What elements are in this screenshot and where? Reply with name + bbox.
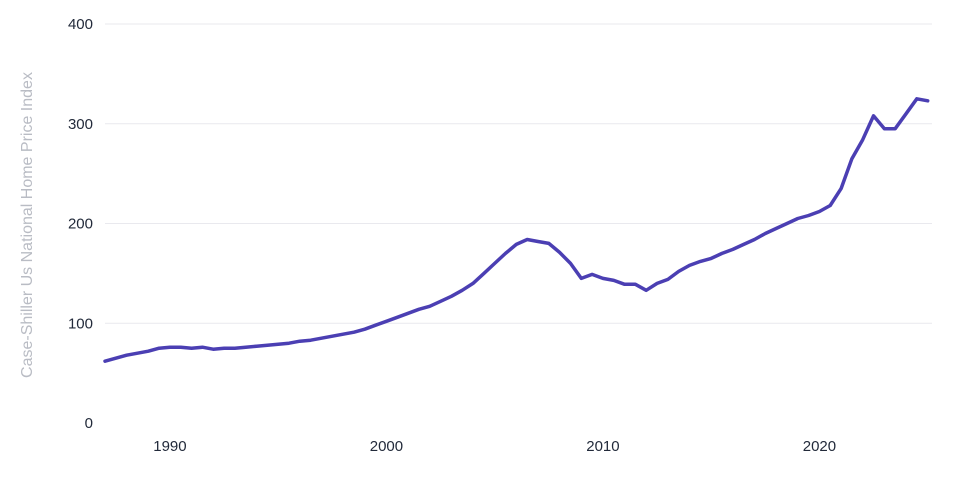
y-tick-label: 200 (68, 216, 93, 233)
x-tick-label: 2020 (803, 438, 836, 455)
y-tick-label: 100 (68, 315, 93, 332)
y-tick-label: 0 (85, 415, 93, 432)
x-tick-label: 1990 (153, 438, 186, 455)
x-axis-ticks: 1990 2000 2010 2020 (153, 438, 836, 455)
y-tick-label: 300 (68, 116, 93, 133)
x-tick-label: 2000 (370, 438, 403, 455)
gridlines (105, 23, 932, 324)
y-axis-ticks: 0 100 200 300 400 (68, 16, 93, 432)
series-line-0 (103, 97, 930, 363)
y-tick-label: 400 (68, 16, 93, 33)
series-layer (103, 97, 930, 363)
y-axis-title: Case-Shiller Us National Home Price Inde… (19, 72, 36, 378)
x-tick-label: 2010 (586, 438, 619, 455)
